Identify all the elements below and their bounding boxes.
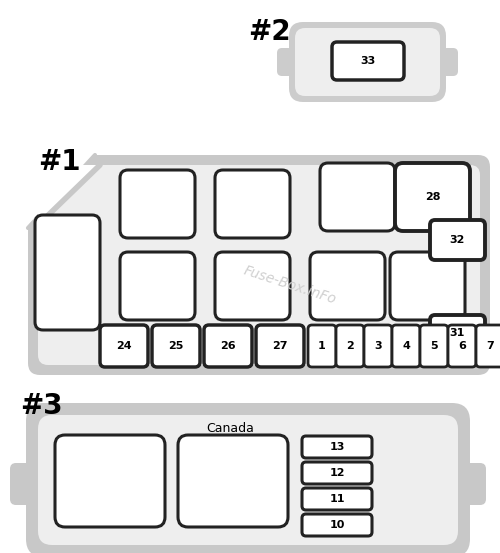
FancyBboxPatch shape	[430, 220, 485, 260]
FancyBboxPatch shape	[430, 315, 485, 350]
Text: 4: 4	[402, 341, 410, 351]
FancyBboxPatch shape	[332, 42, 404, 80]
FancyBboxPatch shape	[277, 48, 293, 76]
FancyBboxPatch shape	[38, 165, 480, 365]
Text: #2: #2	[248, 18, 290, 46]
FancyBboxPatch shape	[448, 325, 476, 367]
FancyBboxPatch shape	[215, 170, 290, 238]
FancyBboxPatch shape	[295, 28, 440, 96]
FancyBboxPatch shape	[390, 252, 465, 320]
FancyBboxPatch shape	[308, 325, 336, 367]
FancyBboxPatch shape	[152, 325, 200, 367]
Text: 25: 25	[168, 341, 184, 351]
Text: 11: 11	[329, 494, 345, 504]
Text: 33: 33	[360, 56, 376, 66]
Text: 27: 27	[272, 341, 288, 351]
FancyBboxPatch shape	[302, 436, 372, 458]
Text: 6: 6	[458, 341, 466, 351]
FancyBboxPatch shape	[28, 155, 490, 375]
Text: 31: 31	[450, 327, 465, 337]
FancyBboxPatch shape	[10, 463, 38, 505]
FancyBboxPatch shape	[458, 463, 486, 505]
FancyBboxPatch shape	[302, 488, 372, 510]
FancyBboxPatch shape	[364, 325, 392, 367]
FancyBboxPatch shape	[336, 325, 364, 367]
FancyBboxPatch shape	[204, 325, 252, 367]
Text: 28: 28	[425, 192, 440, 202]
Text: 24: 24	[116, 341, 132, 351]
Text: 10: 10	[330, 520, 344, 530]
FancyBboxPatch shape	[100, 325, 148, 367]
FancyBboxPatch shape	[395, 163, 470, 231]
FancyBboxPatch shape	[302, 462, 372, 484]
FancyBboxPatch shape	[310, 252, 385, 320]
Text: #1: #1	[38, 148, 80, 176]
FancyBboxPatch shape	[120, 252, 195, 320]
FancyBboxPatch shape	[215, 252, 290, 320]
FancyBboxPatch shape	[289, 22, 446, 102]
FancyBboxPatch shape	[442, 48, 458, 76]
FancyBboxPatch shape	[178, 435, 288, 527]
FancyBboxPatch shape	[320, 163, 395, 231]
Text: 3: 3	[374, 341, 382, 351]
Polygon shape	[38, 165, 100, 225]
FancyBboxPatch shape	[420, 325, 448, 367]
FancyBboxPatch shape	[256, 325, 304, 367]
Polygon shape	[28, 155, 95, 228]
Text: #3: #3	[20, 392, 62, 420]
Text: 26: 26	[220, 341, 236, 351]
FancyBboxPatch shape	[392, 325, 420, 367]
Text: 13: 13	[330, 442, 344, 452]
Text: 2: 2	[346, 341, 354, 351]
FancyBboxPatch shape	[55, 435, 165, 527]
Text: 5: 5	[430, 341, 438, 351]
FancyBboxPatch shape	[476, 325, 500, 367]
Text: 32: 32	[450, 235, 465, 245]
FancyBboxPatch shape	[38, 415, 458, 545]
Text: Fuse-Box.inFo: Fuse-Box.inFo	[242, 263, 338, 306]
FancyBboxPatch shape	[302, 514, 372, 536]
Text: 1: 1	[318, 341, 326, 351]
FancyBboxPatch shape	[26, 403, 470, 553]
FancyBboxPatch shape	[120, 170, 195, 238]
Text: Canada: Canada	[206, 421, 254, 435]
FancyBboxPatch shape	[35, 215, 100, 330]
Text: 7: 7	[486, 341, 494, 351]
Text: 12: 12	[329, 468, 345, 478]
